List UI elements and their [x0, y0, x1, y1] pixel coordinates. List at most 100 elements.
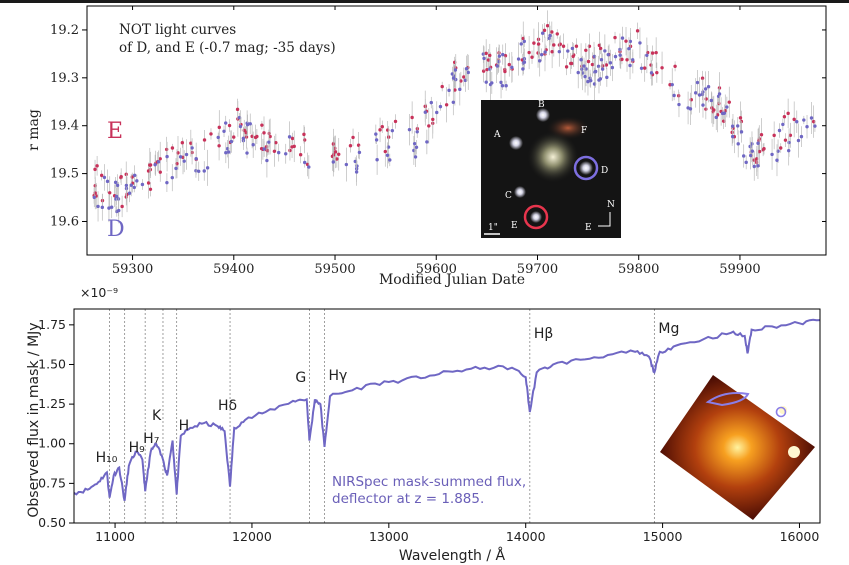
data-point-D-199	[522, 39, 526, 44]
data-point-E-81	[393, 119, 398, 124]
data-point-D-178	[453, 68, 458, 72]
data-point-E-59	[811, 119, 816, 124]
data-point-D-169	[184, 152, 189, 157]
top-x-tick-label-59600: 59600	[416, 262, 457, 277]
data-point-D-72	[165, 154, 169, 159]
series-label-d: D	[107, 217, 125, 242]
data-point-E-223	[689, 98, 693, 102]
data-point-D-88	[802, 118, 806, 122]
data-point-D-228	[96, 204, 100, 209]
data-point-E-36	[99, 173, 104, 178]
data-point-D-140	[127, 191, 132, 195]
bottom-x-tick-label-12000: 12000	[232, 529, 272, 544]
data-point-D-214	[606, 52, 610, 57]
data-point-D-68	[353, 159, 357, 164]
data-point-D-105	[216, 135, 220, 140]
data-point-E-107	[259, 146, 264, 151]
data-point-D-114	[153, 163, 157, 167]
data-point-E-56	[624, 39, 628, 43]
inset-scale-label: 1"	[488, 223, 498, 233]
data-point-D-37	[390, 128, 395, 133]
data-point-D-24	[709, 98, 714, 103]
data-point-E-157	[730, 130, 734, 135]
data-point-E-130	[613, 35, 617, 40]
data-point-D-222	[109, 205, 114, 209]
data-point-D-134	[287, 135, 292, 139]
data-point-E-54	[262, 131, 266, 135]
data-point-E-178	[333, 150, 338, 154]
line-id-label-5: Hδ	[218, 398, 237, 414]
bottom-y-axis-label: Observed flux in mask / MJy	[26, 322, 42, 517]
bottom-x-tick-label-11000: 11000	[95, 529, 135, 544]
data-point-E-27	[274, 140, 278, 145]
data-point-D-227	[414, 145, 419, 149]
data-point-E-176	[507, 62, 511, 67]
data-point-D-149	[627, 46, 631, 51]
data-point-D-4	[596, 64, 601, 69]
data-point-E-114	[545, 23, 550, 28]
data-point-D-6	[570, 46, 575, 51]
data-point-E-50	[738, 116, 743, 120]
data-point-D-170	[284, 152, 288, 156]
data-point-D-83	[540, 31, 545, 35]
data-point-E-83	[762, 147, 766, 151]
data-point-D-91	[706, 85, 711, 89]
data-point-E-3	[485, 67, 489, 72]
data-point-D-119	[600, 67, 605, 71]
data-point-E-194	[654, 50, 658, 55]
top-x-tick-label-59800: 59800	[618, 262, 659, 277]
bottom-x-tick-label-16000: 16000	[780, 529, 820, 544]
data-point-D-124	[628, 39, 633, 44]
data-point-E-191	[119, 174, 123, 179]
data-point-E-220	[574, 44, 579, 48]
data-point-D-99	[466, 70, 470, 75]
data-point-E-105	[288, 148, 292, 153]
bottom-y-tick-label-0: 0.50	[38, 515, 66, 530]
data-point-E-51	[715, 113, 720, 117]
data-point-E-198	[536, 42, 541, 46]
annotation-line-2: of D, and E (-0.7 mag; -35 days)	[119, 40, 336, 56]
light-curve-plot-area: 59300 59400 59500 59600 59700 59800 59900 19.2 1…	[50, 5, 827, 277]
data-point-D-63	[385, 153, 390, 158]
data-point-E-147	[555, 32, 559, 36]
data-point-D-58	[795, 119, 799, 124]
data-point-E-180	[380, 125, 384, 129]
data-point-E-200	[704, 97, 708, 101]
data-point-D-148	[388, 158, 392, 162]
data-point-D-28	[739, 130, 744, 134]
data-point-E-90	[655, 70, 659, 75]
data-point-D-108	[725, 105, 729, 109]
top-x-tick-label-59400: 59400	[213, 262, 254, 277]
data-point-D-128	[425, 140, 429, 144]
data-point-E-43	[759, 133, 764, 137]
data-point-D-202	[495, 64, 500, 68]
data-point-E-184	[290, 136, 295, 141]
data-point-D-43	[412, 141, 417, 146]
bottom-y-scale-factor: ×10⁻⁹	[80, 285, 118, 300]
spectrum-legend-line-1: NIRSpec mask-summed flux,	[332, 474, 526, 490]
data-point-D-187	[557, 49, 562, 54]
data-point-D-200	[720, 111, 725, 116]
inset-label-c: C	[505, 191, 512, 201]
inset-label-a: A	[493, 130, 501, 140]
data-point-E-18	[356, 143, 361, 147]
inset-label-north: N	[607, 200, 615, 210]
data-point-D-96	[750, 142, 754, 146]
data-point-D-95	[500, 84, 505, 88]
data-point-D-179	[413, 155, 418, 159]
data-point-D-182	[645, 53, 649, 58]
data-point-D-2	[539, 52, 544, 57]
data-point-D-166	[114, 194, 119, 199]
data-point-E-203	[564, 65, 569, 69]
bottom-y-tick-label-5: 1.75	[38, 317, 66, 332]
top-x-axis-label: Modified Julian Date	[379, 272, 525, 288]
data-point-D-133	[697, 93, 702, 97]
data-point-D-104	[700, 92, 705, 97]
data-point-D-181	[245, 122, 250, 127]
bottom-x-tick-label-15000: 15000	[643, 529, 683, 544]
data-point-E-98	[351, 135, 355, 140]
data-point-E-97	[444, 103, 449, 107]
data-point-D-193	[521, 67, 525, 71]
data-point-D-223	[132, 173, 137, 178]
data-point-D-8	[813, 124, 817, 128]
